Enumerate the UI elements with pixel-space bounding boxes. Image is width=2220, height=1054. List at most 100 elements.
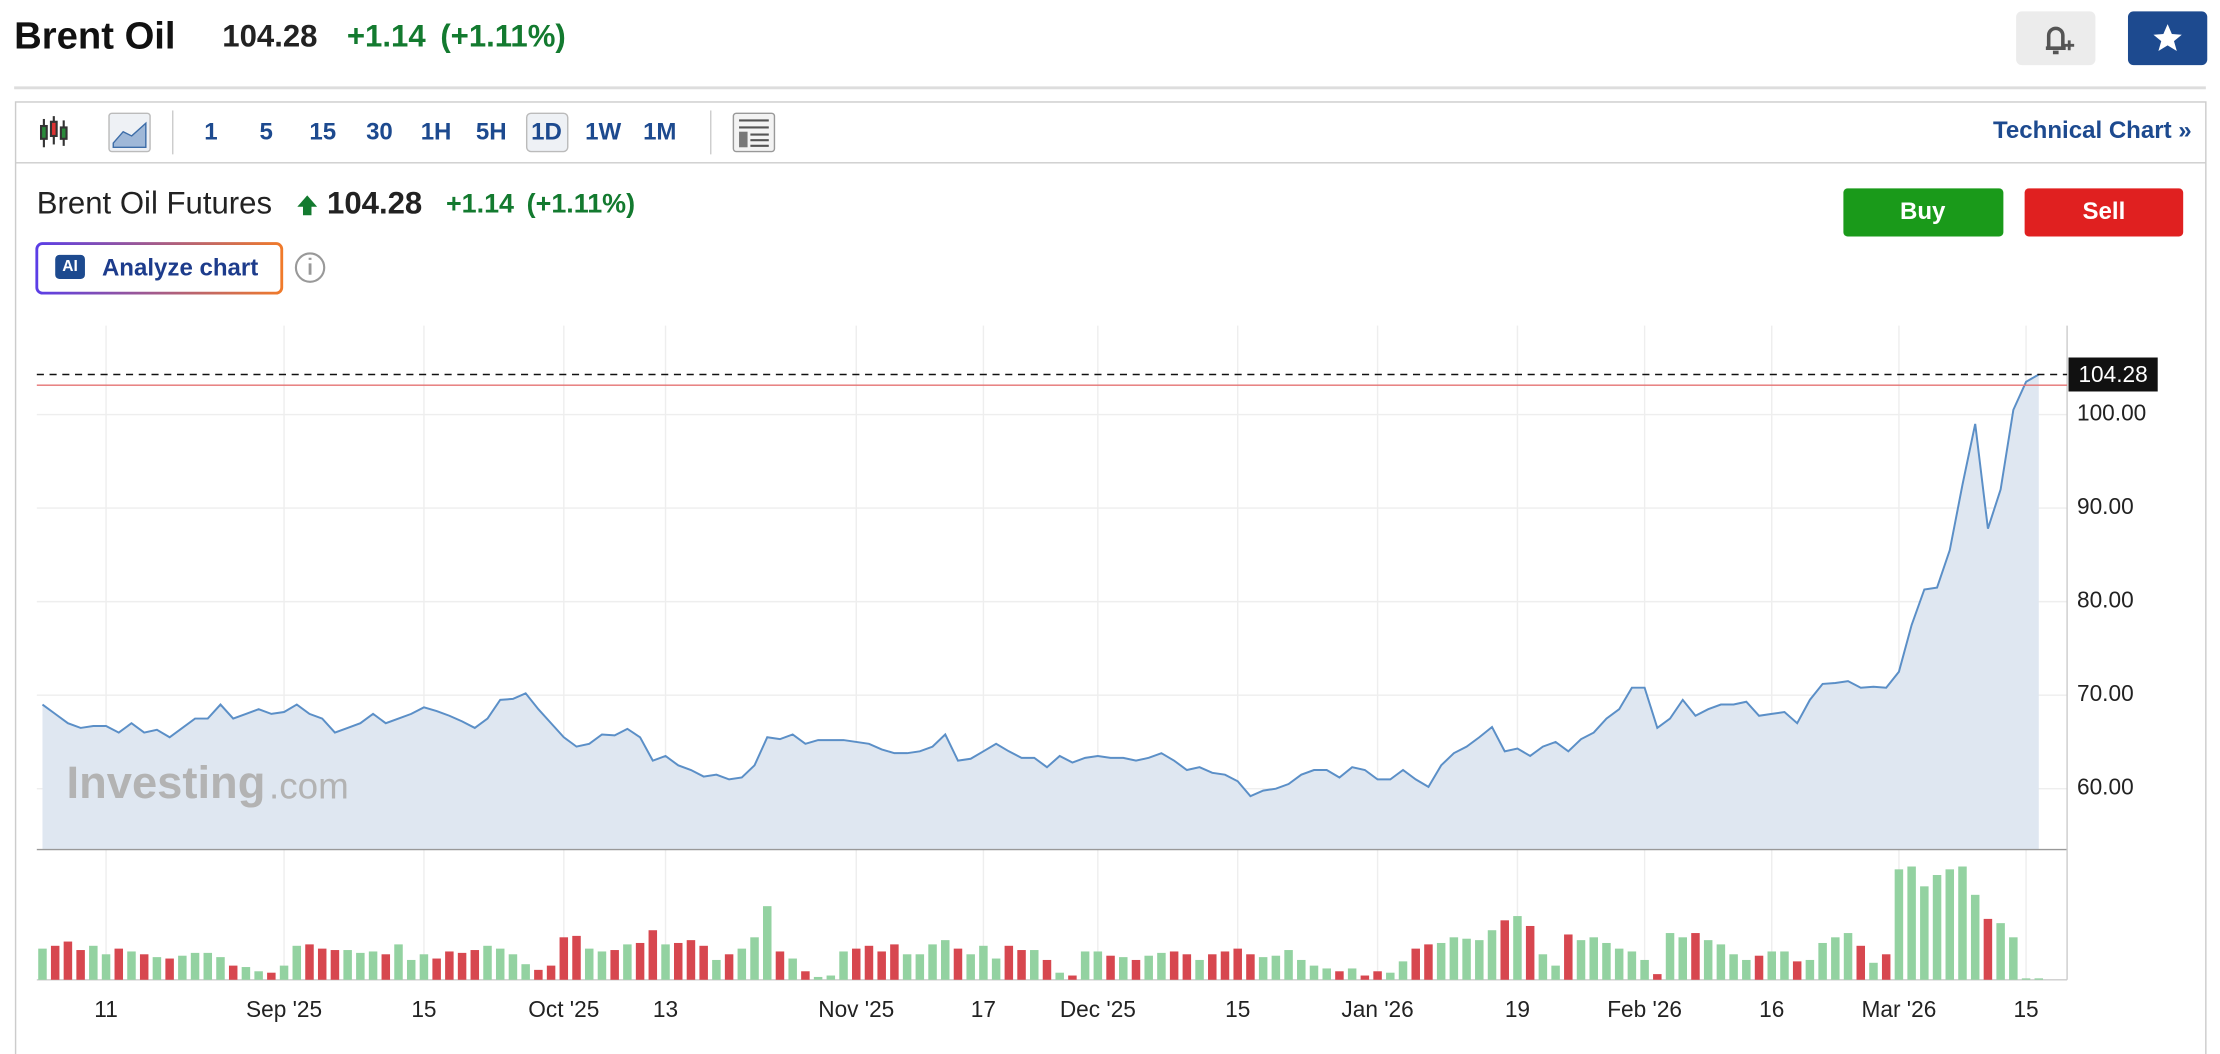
volume-bar	[406, 959, 416, 980]
volume-bar	[661, 944, 670, 980]
volume-bar	[1576, 940, 1586, 980]
volume-bar	[686, 940, 696, 980]
volume-bar	[597, 951, 607, 980]
volume-bar	[1703, 940, 1713, 980]
volume-bar	[737, 948, 747, 980]
volume-bar	[1335, 971, 1344, 980]
volume-bar	[762, 906, 772, 980]
volume-bar	[941, 940, 950, 980]
chart-frame	[14, 101, 2207, 1054]
volume-bar	[1322, 968, 1331, 980]
volume-bar	[432, 958, 441, 980]
volume-bar	[1665, 933, 1675, 980]
volume-bar	[63, 941, 73, 980]
page-title: Brent Oil	[14, 14, 175, 57]
x-tick-label: 11	[94, 996, 118, 1022]
volume-bar	[610, 950, 619, 980]
volume-bar	[50, 945, 60, 980]
y-tick-label: 100.00	[2077, 400, 2146, 426]
buy-button[interactable]: Buy	[1843, 188, 2004, 237]
interval-button[interactable]: 5	[259, 118, 272, 145]
volume-bar	[635, 942, 645, 980]
volume-bar	[864, 945, 874, 980]
interval-button[interactable]: 30	[366, 118, 393, 145]
instrument-change-pct: (+1.11%)	[527, 188, 635, 218]
volume-bar	[648, 930, 658, 980]
volume-bar	[1920, 886, 1929, 980]
y-tick-label: 90.00	[2077, 493, 2134, 519]
interval-button[interactable]: 1D	[531, 118, 562, 145]
volume-bar	[775, 951, 785, 980]
volume-bar	[1195, 959, 1204, 980]
volume-bar	[114, 948, 124, 980]
info-icon[interactable]	[294, 252, 326, 283]
volume-bar	[330, 950, 340, 980]
x-tick-label: 17	[971, 996, 996, 1022]
interval-button[interactable]: 5H	[476, 118, 507, 145]
volume-bar	[178, 955, 187, 980]
alert-button[interactable]	[2016, 11, 2096, 66]
volume-bar	[1411, 948, 1420, 980]
volume-bar	[1818, 942, 1827, 980]
volume-bar	[1258, 957, 1268, 980]
volume-bar	[966, 954, 975, 980]
watermark-suffix: .com	[269, 765, 349, 806]
volume-bar	[1030, 950, 1039, 980]
volume-bar	[1220, 951, 1230, 980]
volume-bar	[1678, 937, 1687, 980]
volume-bar	[1805, 959, 1815, 980]
volume-bar	[254, 971, 263, 980]
instrument-change: +1.14	[446, 188, 514, 218]
volume-bar	[1424, 944, 1433, 980]
interval-button[interactable]: 1W	[585, 118, 621, 145]
watchlist-button[interactable]	[2127, 11, 2208, 66]
volume-bar	[1831, 937, 1840, 980]
volume-bar	[356, 952, 365, 980]
volume-bar	[2021, 978, 2031, 980]
price-area	[42, 374, 2039, 850]
x-tick-label: Oct '25	[528, 996, 599, 1022]
price-line	[41, 373, 2040, 798]
area-icon[interactable]	[108, 112, 151, 153]
interval-button[interactable]: 15	[309, 118, 336, 145]
interval-button[interactable]: 1H	[421, 118, 452, 145]
volume-bar	[1182, 954, 1192, 980]
selected-interval-box	[525, 112, 569, 153]
x-tick-label: 15	[1225, 996, 1250, 1022]
volume-bar	[1856, 945, 1866, 980]
volume-bar	[279, 965, 289, 980]
volume-bar	[1932, 875, 1942, 980]
volume-bar	[1869, 962, 1878, 980]
volume-bar	[216, 957, 225, 980]
x-tick-label: 15	[411, 996, 436, 1022]
analyze-button[interactable]: AI Analyze chart	[35, 242, 284, 295]
interval-button[interactable]: 1M	[643, 118, 676, 145]
layout-icon[interactable]	[732, 112, 776, 153]
candle-icon[interactable]	[39, 116, 68, 148]
sell-button[interactable]: Sell	[2024, 188, 2184, 237]
volume-bar	[839, 951, 848, 980]
volume-bar	[457, 952, 467, 980]
volume-bar	[419, 954, 429, 980]
volume-bar	[902, 954, 912, 980]
volume-bar	[1500, 920, 1509, 980]
volume-bar	[1106, 955, 1115, 980]
volume-bar	[1729, 954, 1738, 980]
volume-bar	[1881, 954, 1891, 980]
volume-bar	[203, 952, 213, 980]
technical-chart-link[interactable]: Technical Chart »	[1993, 117, 2192, 144]
interval-button[interactable]: 1	[204, 118, 217, 145]
volume-bar	[368, 951, 378, 980]
volume-bar	[1119, 957, 1128, 980]
volume-bar	[1233, 948, 1242, 980]
volume-bar	[1551, 965, 1560, 980]
volume-bar	[483, 945, 492, 980]
volume-bar	[1449, 937, 1459, 980]
volume-bar	[2009, 937, 2018, 980]
volume-bar	[470, 950, 480, 980]
watermark-brand: Investing	[67, 757, 266, 808]
volume-bar	[572, 935, 581, 980]
volume-bar	[317, 948, 327, 980]
volume-bar	[508, 954, 518, 980]
volume-bar	[1691, 933, 1700, 980]
